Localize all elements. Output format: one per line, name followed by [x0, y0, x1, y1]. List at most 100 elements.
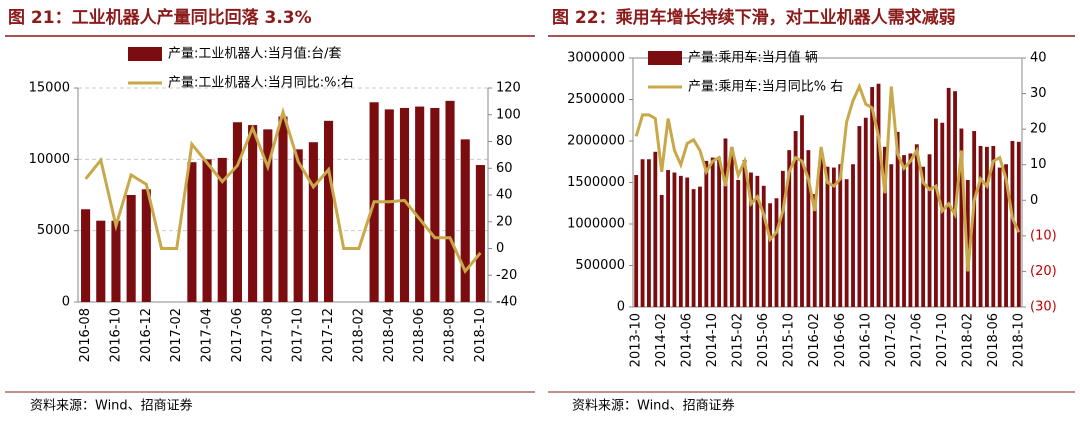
bar — [921, 166, 926, 307]
y2-tick-label: 60 — [496, 161, 513, 176]
bar — [698, 186, 702, 307]
y2-tick-label: 20 — [1030, 122, 1047, 137]
x-tick-label: 2014-10 — [705, 313, 720, 367]
bar — [324, 120, 334, 303]
bar — [187, 162, 197, 302]
bar — [908, 153, 913, 307]
chart-title: 图 22：乘用车增长持续下滑，对工业机器人需求减弱 — [552, 7, 956, 28]
bar — [672, 172, 677, 307]
x-tick-label: 2015-10 — [782, 313, 797, 367]
x-tick-label: 2016-12 — [139, 308, 154, 362]
bar — [384, 109, 394, 303]
bar — [997, 167, 1002, 307]
bar — [399, 107, 410, 303]
bar — [430, 107, 440, 303]
bar — [81, 209, 91, 302]
bar — [653, 151, 658, 307]
y2-tick-label: 0 — [496, 241, 504, 256]
x-tick-label: 2018-10 — [1011, 313, 1026, 367]
x-tick-label: 2013-10 — [629, 313, 644, 367]
y-tick-label: 500000 — [575, 258, 625, 273]
bar — [217, 157, 227, 302]
bar — [141, 189, 151, 302]
source: 资料来源：Wind、招商证券 — [572, 398, 735, 414]
bar — [959, 128, 964, 307]
legend-label: 产量:乘用车:当月同比% 右 — [688, 79, 843, 95]
bar — [749, 172, 753, 307]
bar — [710, 157, 715, 307]
y2-tick-label: (30) — [1030, 300, 1057, 315]
bar — [978, 145, 983, 307]
bar — [831, 167, 836, 307]
y-tick-label: 1500000 — [567, 175, 625, 190]
x-tick-label: 2015-02 — [731, 313, 746, 367]
bar — [691, 189, 696, 307]
chart-title: 图 21：工业机器人产量同比回落 3.3% — [8, 7, 312, 28]
line — [634, 82, 1021, 272]
bar — [768, 203, 773, 307]
bar — [851, 164, 855, 307]
bar — [787, 150, 792, 307]
bar — [263, 129, 273, 302]
y2-tick-label: (20) — [1030, 264, 1057, 279]
x-tick-label: 2014-02 — [654, 313, 669, 367]
x-tick-label: 2017-04 — [200, 308, 215, 362]
y-tick-label: 1000000 — [567, 217, 625, 232]
bar — [940, 122, 945, 308]
y-tick-label: 0 — [62, 295, 70, 310]
bar — [914, 144, 919, 307]
x-tick-label: 2016-10 — [108, 308, 123, 362]
y2-tick-label: 30 — [1030, 86, 1047, 101]
bar — [415, 106, 425, 303]
bar — [819, 150, 824, 307]
x-tick-label: 2017-08 — [260, 308, 275, 362]
line — [84, 106, 482, 274]
bar — [126, 195, 136, 302]
y-tick-label: 5000 — [37, 223, 70, 238]
bar — [876, 83, 881, 307]
y2-tick-label: -20 — [496, 268, 517, 283]
bar — [678, 175, 683, 307]
legend-swatch — [128, 47, 162, 61]
x-tick-label: 2018-02 — [960, 313, 975, 367]
bar — [293, 149, 303, 302]
source: 资料来源：Wind、招商证券 — [30, 398, 193, 414]
bar — [666, 170, 670, 307]
bar — [755, 175, 760, 307]
legend-swatch — [648, 51, 682, 65]
bar — [717, 157, 722, 307]
bar — [812, 194, 817, 307]
bar — [111, 220, 121, 302]
bar — [1016, 141, 1021, 307]
bar — [704, 160, 709, 307]
x-tick-label: 2014-06 — [680, 313, 695, 367]
bar — [729, 147, 734, 307]
legend-label: 产量:乘用车:当月值 辆 — [688, 50, 818, 66]
bar — [640, 159, 645, 307]
y-tick-label: 10000 — [29, 152, 70, 167]
bar — [1010, 141, 1015, 307]
x-tick-label: 2016-08 — [78, 308, 93, 362]
y2-tick-label: (10) — [1030, 228, 1057, 243]
bar — [475, 165, 485, 302]
bar — [946, 87, 951, 307]
y-tick-label: 3000000 — [567, 51, 625, 66]
bar — [985, 146, 989, 307]
bar — [774, 198, 779, 307]
y-tick-label: 15000 — [29, 81, 70, 96]
y2-tick-label: 0 — [1030, 193, 1038, 208]
bar — [445, 100, 455, 302]
bar — [844, 179, 849, 307]
y2-tick-label: 10 — [1030, 157, 1047, 172]
bar — [647, 159, 651, 307]
x-tick-label: 2017-02 — [884, 313, 899, 367]
bar — [838, 164, 843, 307]
bar — [882, 146, 887, 307]
y2-tick-label: 40 — [1030, 51, 1047, 66]
bar — [991, 145, 996, 307]
x-tick-label: 2018-06 — [412, 308, 427, 362]
x-tick-label: 2018-10 — [473, 308, 488, 362]
x-tick-label: 2016-06 — [833, 313, 848, 367]
bar — [857, 126, 862, 307]
